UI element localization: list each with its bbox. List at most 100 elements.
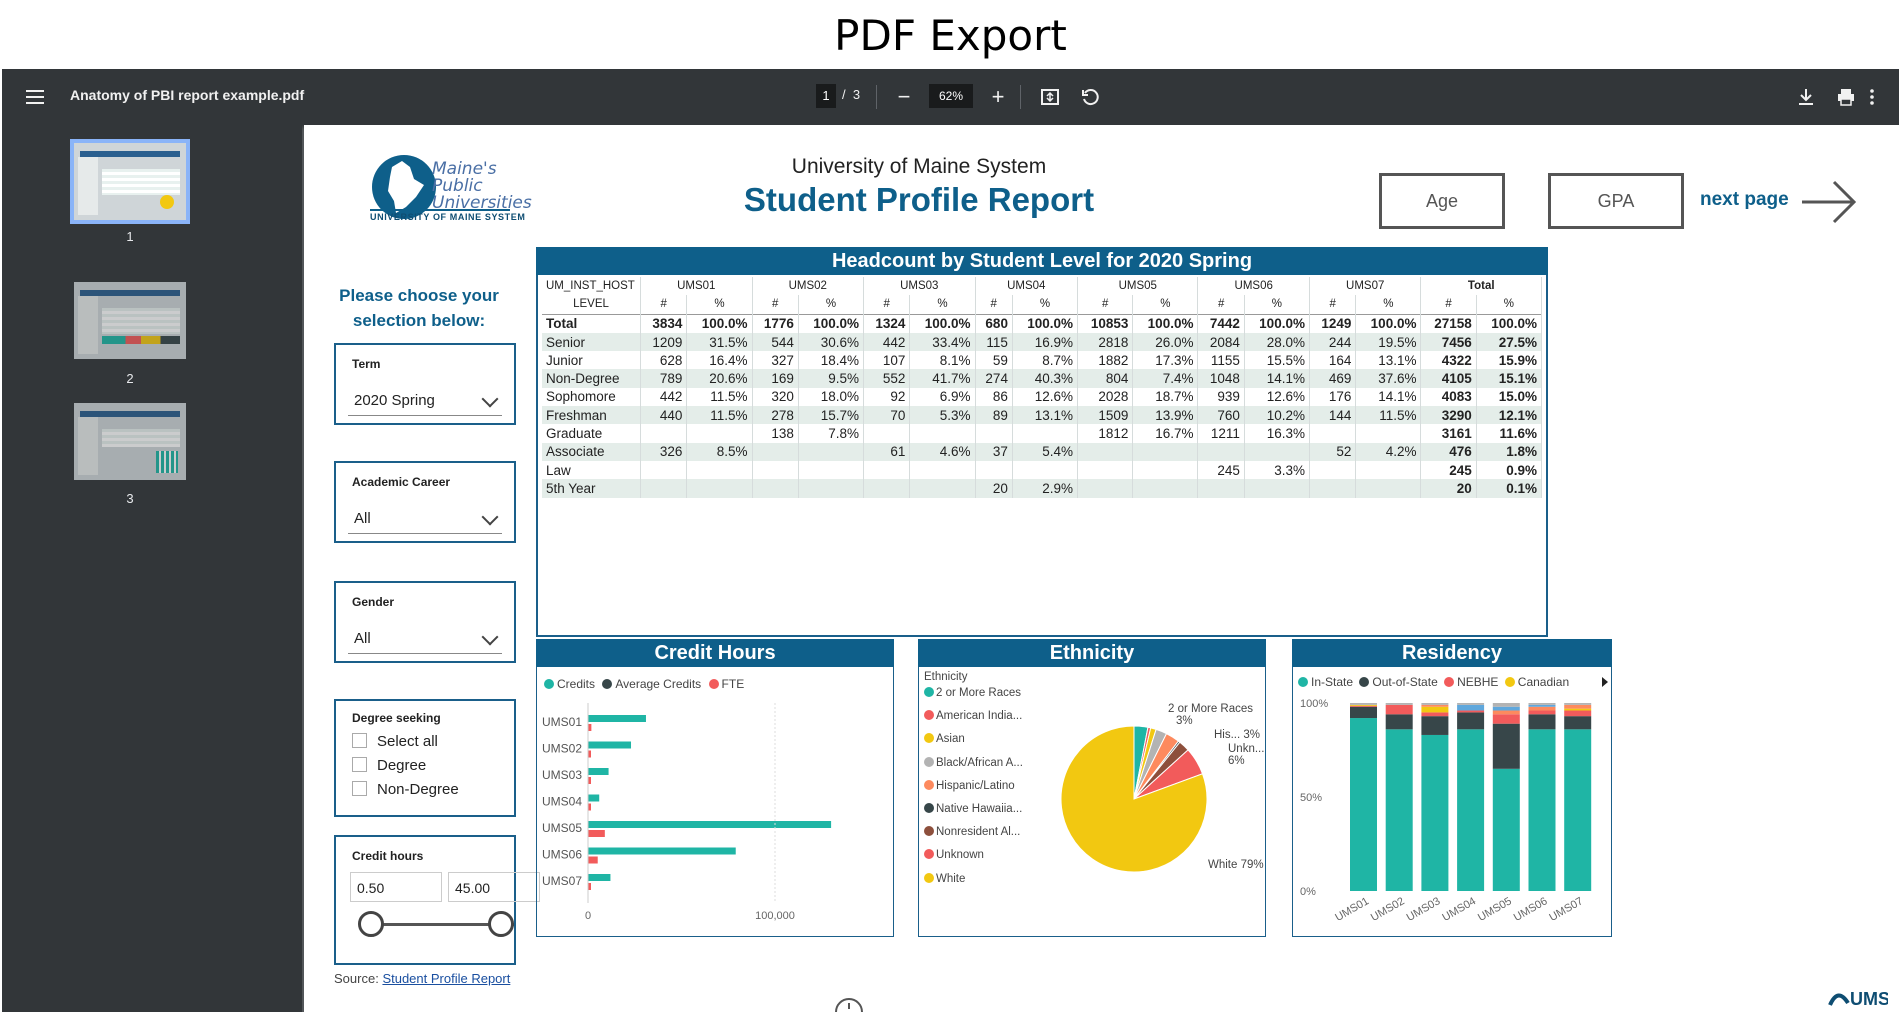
legend-next-icon[interactable] [1602, 677, 1608, 687]
more-vert-icon [1870, 89, 1874, 105]
legend-dot [924, 733, 934, 744]
table-cell: 100.0% [1355, 314, 1422, 333]
chevron-down-icon [481, 508, 499, 526]
table-cell: 469 [1309, 369, 1357, 388]
next-arrow-icon[interactable] [1800, 178, 1858, 226]
checkbox-box[interactable] [352, 781, 367, 796]
thumb-slicers [78, 296, 98, 354]
stacked-bar-segment [1528, 710, 1556, 715]
y-tick-label: 0% [1300, 886, 1316, 898]
logo-line: Public [432, 176, 483, 196]
legend-dot [924, 756, 934, 767]
legend-label: In-State [1311, 675, 1354, 689]
row-label: Freshman [542, 406, 641, 425]
table-cell: 4.6% [909, 442, 976, 461]
row-label: Junior [542, 351, 641, 370]
legend-item: White [924, 872, 1054, 896]
stacked-bar-segment [1350, 705, 1377, 707]
page-number-input[interactable]: 1 [816, 84, 836, 108]
print-button[interactable] [1830, 81, 1862, 113]
table-cell: 442 [863, 332, 911, 352]
rotate-icon [1082, 89, 1099, 106]
gender-dropdown[interactable]: All [348, 623, 502, 654]
table-cell [909, 424, 976, 443]
table-cell: 14.1% [1355, 387, 1422, 407]
row-label: Associate [542, 442, 641, 461]
menu-icon[interactable] [26, 85, 44, 109]
table-cell: 164 [1309, 351, 1357, 370]
checkbox-box[interactable] [352, 757, 367, 772]
pie-label-unknown: Unkn... 6% [1228, 743, 1264, 767]
credit-slider-min-handle[interactable] [358, 911, 384, 937]
ethnicity-legend: 2 or More Races American India... Asian Bla… [924, 687, 1054, 896]
table-cell: 7.8% [798, 424, 865, 443]
page-thumbnail-2[interactable] [74, 282, 186, 359]
table-cell [1355, 460, 1422, 480]
credit-max-input[interactable]: 45.00 [448, 872, 540, 902]
level-header: LEVEL [542, 295, 641, 315]
table-cell: 15.5% [1244, 351, 1310, 370]
download-icon [1799, 89, 1813, 105]
table-cell: 9.5% [798, 369, 865, 388]
svg-text:UMS: UMS [1850, 989, 1888, 1009]
rotate-button[interactable] [1074, 81, 1106, 113]
legend-label: Asian [936, 733, 965, 746]
column-header: UMS06 [1197, 277, 1310, 296]
gpa-page-button[interactable]: GPA [1548, 173, 1684, 229]
category-label: UMS02 [542, 742, 582, 756]
slicer-label: Degree seeking [352, 711, 441, 725]
table-cell: 1211 [1197, 424, 1245, 443]
stacked-bar-segment [1421, 706, 1449, 713]
zoom-in-button[interactable]: + [991, 84, 1005, 109]
table-cell [1132, 460, 1199, 480]
legend-dot [708, 679, 719, 689]
page-thumbnail-1[interactable] [70, 139, 190, 224]
thumbnail-number: 1 [126, 229, 134, 244]
checkbox-box[interactable] [352, 733, 367, 748]
checkbox-degree[interactable]: Degree [352, 757, 426, 777]
table-cell: 552 [863, 369, 911, 388]
legend-label: Out-of-State [1372, 675, 1438, 689]
zoom-out-button[interactable]: − [897, 84, 911, 109]
checkbox-select-all[interactable]: Select all [352, 733, 438, 753]
zoom-input[interactable]: 62% [929, 84, 973, 108]
table-cell: 628 [640, 351, 688, 370]
legend-dot [1444, 677, 1455, 687]
credit-slider-track[interactable] [372, 923, 514, 926]
age-page-button[interactable]: Age [1379, 173, 1505, 229]
table-cell: 19.5% [1355, 332, 1422, 352]
academic-career-dropdown[interactable]: All [348, 503, 502, 534]
credits-bar [588, 768, 609, 775]
table-cell [686, 479, 753, 498]
table-cell [686, 460, 753, 480]
table-cell [1309, 479, 1357, 498]
table-cell: 7456 [1420, 332, 1477, 352]
subcolumn-header: % [1476, 295, 1543, 315]
credit-slider-max-handle[interactable] [488, 911, 514, 937]
legend-label: Credits [557, 677, 596, 691]
table-row: Freshman 440 11.5% 278 15.7% 70 5.3% 89 13.1% 150… [542, 406, 1543, 425]
legend-item: Asian [924, 733, 1054, 756]
term-dropdown[interactable]: 2020 Spring [348, 385, 502, 416]
checkbox-non-degree[interactable]: Non-Degree [352, 781, 459, 801]
source-link[interactable]: Student Profile Report [382, 971, 511, 986]
column-header: UMS02 [752, 277, 864, 296]
table-cell: 16.7% [1132, 424, 1199, 443]
more-options-button[interactable] [1862, 81, 1882, 113]
table-cell: 1882 [1077, 351, 1134, 370]
fit-page-button[interactable] [1034, 81, 1066, 113]
table-cell: 100.0% [1132, 314, 1199, 333]
page-thumbnail-3[interactable] [74, 403, 186, 480]
subcolumn-header: # [975, 295, 1013, 315]
credit-hours-title: Credit Hours [536, 639, 894, 667]
credit-min-input[interactable]: 0.50 [350, 872, 442, 902]
table-cell: 804 [1077, 369, 1134, 388]
table-cell [798, 479, 865, 498]
table-cell [752, 479, 799, 498]
table-subheader-row: LEVEL #% #% #% #% #% #% #% #% [542, 295, 1543, 315]
next-page-link[interactable]: next page [1700, 189, 1789, 210]
source-line: Source: Student Profile Report [334, 971, 510, 986]
table-cell: 15.1% [1476, 369, 1543, 388]
download-button[interactable] [1790, 81, 1822, 113]
table-cell: 4105 [1420, 369, 1477, 388]
